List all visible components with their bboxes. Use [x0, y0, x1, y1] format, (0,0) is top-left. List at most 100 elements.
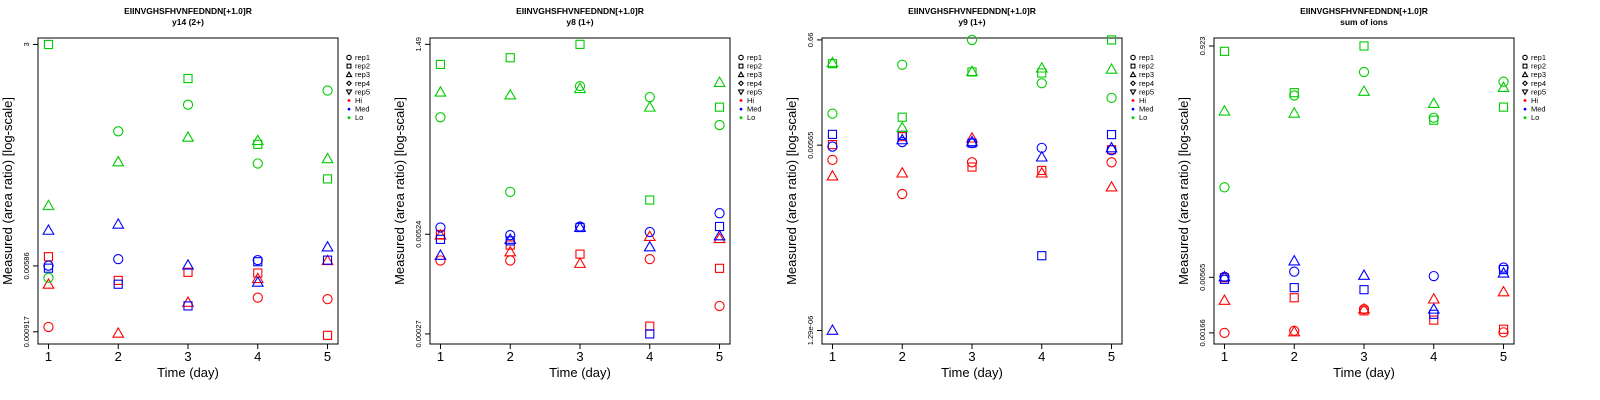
data-point-lo-rep1: [43, 272, 54, 283]
chart-subtitle: y14 (2+): [172, 17, 204, 27]
x-tick-label: 1: [829, 349, 836, 364]
data-point-hi-rep3: [1357, 302, 1371, 314]
data-point-med-rep3: [713, 229, 726, 241]
x-tick-label: 2: [1291, 349, 1298, 364]
x-tick-label: 1: [437, 349, 444, 364]
y-tick-label: 0.00565: [806, 132, 815, 159]
data-point-hi-rep2: [645, 321, 655, 331]
data-point-lo-rep2: [322, 174, 333, 184]
data-point-hi-rep3: [1105, 180, 1118, 192]
legend-label: rep3: [1139, 70, 1154, 79]
legend-label: rep4: [1139, 79, 1154, 88]
data-point-lo-rep1: [574, 80, 586, 92]
data-point-lo-rep2: [1106, 35, 1117, 45]
data-point-med-rep2: [1037, 251, 1047, 261]
y-tick-label: 0.923: [1198, 37, 1207, 56]
legend-marker-rep2: [1130, 63, 1136, 69]
legend-label: Hi: [747, 96, 754, 105]
data-point-med-rep1: [252, 254, 263, 266]
data-point-lo-rep1: [435, 112, 446, 123]
data-point-hi-rep3: [965, 131, 979, 143]
legend-label: Lo: [1531, 113, 1539, 122]
data-point-hi-rep1: [1498, 327, 1509, 338]
x-tick-label: 3: [184, 349, 191, 364]
legend-label: Med: [1139, 105, 1154, 114]
data-point-lo-rep1: [182, 99, 194, 110]
legend-marker-rep1: [1130, 54, 1136, 61]
data-point-med-rep1: [714, 208, 725, 219]
data-point-lo-rep1: [897, 59, 908, 70]
data-point-med-rep2: [435, 234, 446, 244]
legend-label: rep3: [1531, 70, 1546, 79]
y-tick-label: 1.29e-06: [806, 316, 815, 346]
data-point-med-rep1: [1498, 262, 1509, 273]
legend-swatch-med: [739, 107, 743, 111]
data-point-lo-rep3: [895, 121, 909, 133]
x-tick-label: 1: [45, 349, 52, 364]
legend-swatch-lo: [1523, 116, 1527, 120]
data-point-hi-rep3: [1035, 166, 1049, 178]
data-point-hi-rep2: [1498, 324, 1509, 334]
data-point-lo-rep3: [42, 199, 55, 211]
data-point-med-rep1: [1289, 266, 1300, 277]
data-point-hi-rep1: [714, 300, 725, 312]
x-axis-label: Time (day): [549, 365, 611, 380]
x-tick-label: 5: [1500, 349, 1507, 364]
data-point-hi-rep1: [43, 321, 54, 333]
data-point-hi-rep2: [43, 252, 54, 262]
data-point-hi-rep3: [111, 326, 125, 338]
data-point-hi-rep1: [252, 292, 263, 303]
data-point-med-rep3: [1035, 150, 1049, 162]
legend-label: rep5: [747, 87, 762, 96]
legend-marker-rep3: [1129, 71, 1137, 78]
legend-marker-rep2: [346, 63, 352, 69]
legend-marker-rep4: [1130, 80, 1136, 87]
data-point-med-rep3: [643, 240, 657, 252]
data-point-med-rep3: [111, 217, 125, 229]
data-point-lo-rep3: [1357, 84, 1371, 96]
data-point-med-rep1: [966, 137, 978, 149]
data-point-lo-rep3: [713, 76, 726, 87]
x-tick-label: 5: [324, 349, 331, 364]
data-point-hi-rep2: [183, 267, 193, 277]
legend-label: Lo: [355, 113, 363, 122]
legend-marker-rep4: [346, 80, 352, 87]
chart-subtitle: y9 (1+): [958, 17, 985, 27]
data-point-lo-rep2: [435, 59, 446, 70]
x-tick-label: 4: [646, 349, 653, 364]
x-axis-label: Time (day): [157, 365, 219, 380]
x-axis-label: Time (day): [1333, 365, 1395, 380]
data-point-med-rep2: [1289, 283, 1299, 293]
x-tick-label: 3: [1360, 349, 1367, 364]
data-point-lo-rep2: [1498, 102, 1509, 112]
data-point-med-rep2: [322, 255, 333, 265]
x-tick-label: 5: [716, 349, 723, 364]
data-point-lo-rep3: [965, 65, 979, 77]
data-point-lo-rep1: [714, 119, 725, 131]
chart-subtitle: sum of ions: [1340, 17, 1388, 27]
legend-label: rep5: [1139, 87, 1154, 96]
data-point-lo-rep2: [897, 112, 907, 122]
data-point-lo-rep3: [181, 130, 195, 142]
chart-title: EIINVGHSFHVNFEDNDN[+1.0]R: [516, 6, 644, 16]
data-point-lo-rep2: [505, 53, 515, 63]
legend-swatch-med: [1523, 107, 1527, 111]
y-axis-label: Measured (area ratio) [log-scale]: [0, 97, 15, 285]
data-point-hi-rep1: [897, 188, 908, 200]
data-point-hi-rep2: [1429, 315, 1439, 325]
plot-frame: [821, 37, 1123, 345]
y-axis-label: Measured (area ratio) [log-scale]: [784, 97, 799, 285]
legend-label: rep2: [1139, 62, 1154, 71]
data-point-med-rep2: [183, 301, 193, 311]
data-point-med-rep3: [42, 223, 55, 235]
chart-panel-2: EIINVGHSFHVNFEDNDN[+1.0]Ry8 (1+) 1 2 3 4 5 0.0…: [392, 6, 762, 380]
data-point-med-rep2: [1359, 285, 1369, 295]
legend-label: rep3: [355, 70, 370, 79]
legend-label: rep1: [355, 53, 370, 62]
data-point-lo-rep3: [111, 155, 125, 167]
data-point-hi-rep3: [573, 257, 587, 268]
legend-label: Med: [355, 105, 370, 114]
data-point-med-rep2: [113, 279, 123, 289]
data-point-med-rep2: [714, 221, 725, 232]
data-point-lo-rep3: [1105, 62, 1118, 74]
